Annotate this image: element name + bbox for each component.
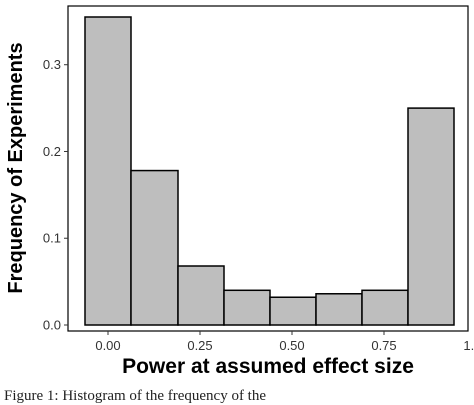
x-tick-label: 0.75: [371, 338, 396, 353]
plot-panel-border: [67, 5, 469, 332]
y-tick-label: 0.1: [43, 231, 61, 246]
y-axis-title: Frequency of Experiments: [5, 42, 27, 293]
histogram-bar-6: [315, 293, 363, 326]
x-tick-label: 0.25: [187, 338, 212, 353]
histogram-bar-4: [223, 289, 271, 326]
histogram-bar-2: [130, 169, 179, 326]
bars-group: [84, 16, 455, 326]
histogram-bar-5: [269, 296, 317, 326]
x-tick-label: 0.00: [95, 338, 120, 353]
y-tick-label: 0.3: [43, 57, 61, 72]
y-axis-ticks: 0.0 0.1 0.2 0.3: [43, 57, 68, 333]
x-tick-label: 0.50: [279, 338, 304, 353]
y-tick-label: 0.2: [43, 144, 61, 159]
y-tick-label: 0.0: [43, 318, 61, 333]
histogram-bar-8: [407, 107, 455, 326]
histogram-bar-1: [84, 16, 132, 326]
figure-caption: Figure 1: Histogram of the frequency of …: [4, 388, 267, 404]
x-axis-title: Power at assumed effect size: [122, 355, 414, 378]
x-tick-label: 1.00: [463, 338, 474, 353]
histogram-bar-7: [361, 289, 409, 326]
histogram-bar-3: [177, 265, 225, 326]
x-axis-ticks: 0.00 0.25 0.50 0.75 1.00: [95, 331, 474, 353]
